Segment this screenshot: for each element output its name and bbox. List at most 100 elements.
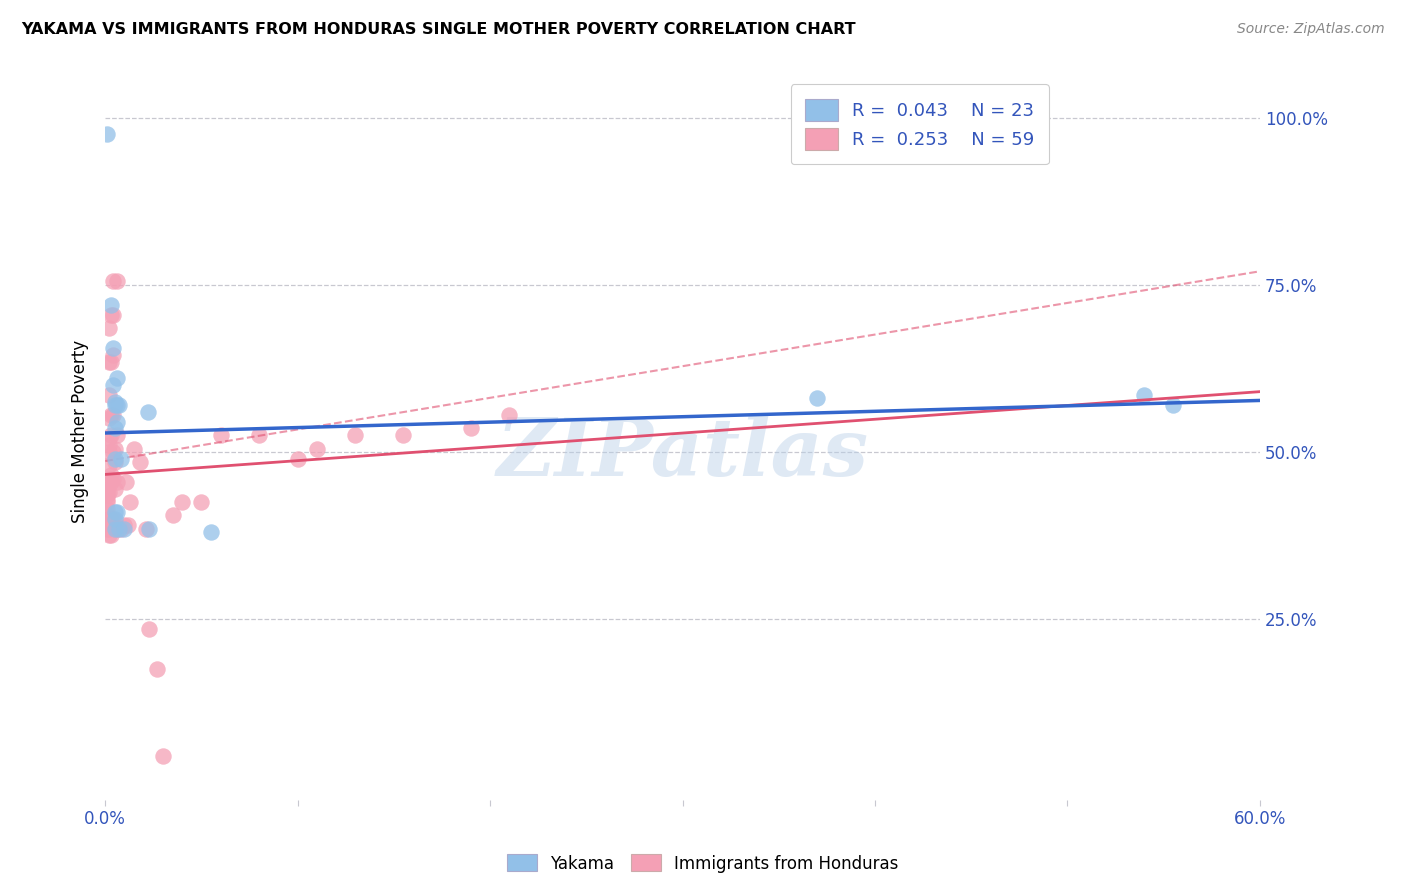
Text: ZIPatlas: ZIPatlas	[496, 415, 869, 492]
Point	[101, 274, 124, 288]
Point	[344, 428, 367, 442]
Point	[114, 522, 136, 536]
Point	[136, 405, 159, 419]
Point	[146, 662, 169, 676]
Point	[498, 408, 520, 422]
Point	[98, 445, 121, 459]
Point	[247, 428, 270, 442]
Point	[101, 308, 124, 322]
Point	[107, 398, 129, 412]
Point	[96, 491, 118, 506]
Point	[114, 518, 136, 533]
Point	[110, 522, 132, 536]
Point	[96, 508, 118, 523]
Point	[115, 475, 138, 489]
Point	[105, 428, 128, 442]
Point	[100, 298, 122, 312]
Point	[305, 442, 328, 456]
Point	[104, 512, 127, 526]
Point	[105, 505, 128, 519]
Point	[128, 455, 150, 469]
Point	[100, 408, 122, 422]
Point	[98, 512, 121, 526]
Point	[120, 495, 142, 509]
Point	[100, 354, 122, 368]
Point	[98, 321, 121, 335]
Point	[98, 472, 121, 486]
Point	[1133, 388, 1156, 402]
Point	[96, 485, 118, 500]
Point	[200, 525, 222, 540]
Point	[96, 482, 118, 496]
Point	[105, 398, 128, 412]
Point	[117, 518, 139, 533]
Point	[460, 421, 482, 435]
Point	[96, 488, 118, 502]
Point	[172, 495, 194, 509]
Point	[806, 392, 828, 406]
Point	[98, 458, 121, 473]
Text: Source: ZipAtlas.com: Source: ZipAtlas.com	[1237, 22, 1385, 37]
Point	[105, 522, 128, 536]
Point	[98, 411, 121, 425]
Point	[96, 512, 118, 526]
Point	[100, 512, 122, 526]
Point	[110, 451, 132, 466]
Point	[98, 354, 121, 368]
Point	[98, 522, 121, 536]
Point	[98, 388, 121, 402]
Point	[105, 371, 128, 385]
Point	[104, 522, 127, 536]
Point	[162, 508, 184, 523]
Point	[98, 528, 121, 542]
Point	[98, 438, 121, 452]
Text: YAKAMA VS IMMIGRANTS FROM HONDURAS SINGLE MOTHER POVERTY CORRELATION CHART: YAKAMA VS IMMIGRANTS FROM HONDURAS SINGL…	[21, 22, 856, 37]
Point	[98, 485, 121, 500]
Point	[135, 522, 157, 536]
Point	[100, 428, 122, 442]
Point	[100, 475, 122, 489]
Point	[104, 451, 127, 466]
Legend: R =  0.043    N = 23, R =  0.253    N = 59: R = 0.043 N = 23, R = 0.253 N = 59	[790, 84, 1049, 164]
Point	[190, 495, 212, 509]
Point	[96, 501, 118, 516]
Point	[101, 408, 124, 422]
Point	[100, 308, 122, 322]
Point	[96, 518, 118, 533]
Point	[100, 528, 122, 542]
Point	[138, 622, 160, 636]
Point	[138, 522, 160, 536]
Point	[105, 475, 128, 489]
Point	[101, 341, 124, 355]
Point	[104, 482, 127, 496]
Point	[1161, 398, 1184, 412]
Point	[100, 468, 122, 483]
Point	[101, 378, 124, 392]
Point	[287, 451, 309, 466]
Point	[104, 505, 127, 519]
Point	[105, 274, 128, 288]
Point	[101, 512, 124, 526]
Point	[152, 749, 174, 764]
Point	[96, 522, 118, 536]
Point	[98, 432, 121, 446]
Point	[104, 442, 127, 456]
Point	[96, 128, 118, 142]
Point	[104, 522, 127, 536]
Point	[104, 455, 127, 469]
Point	[101, 472, 124, 486]
Point	[105, 415, 128, 429]
Point	[101, 348, 124, 362]
Point	[101, 445, 124, 459]
Y-axis label: Single Mother Poverty: Single Mother Poverty	[72, 340, 89, 524]
Legend: Yakama, Immigrants from Honduras: Yakama, Immigrants from Honduras	[501, 847, 905, 880]
Point	[100, 518, 122, 533]
Point	[104, 398, 127, 412]
Point	[209, 428, 232, 442]
Point	[96, 495, 118, 509]
Point	[122, 442, 145, 456]
Point	[104, 394, 127, 409]
Point	[107, 522, 129, 536]
Point	[104, 421, 127, 435]
Point	[392, 428, 415, 442]
